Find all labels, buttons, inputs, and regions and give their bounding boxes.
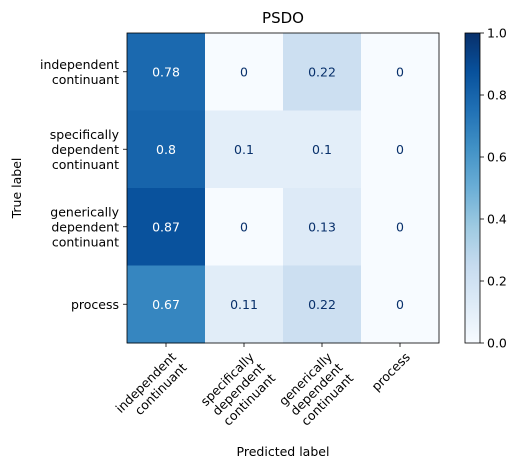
y-tick-label: specifically dependent continuant [50, 127, 120, 172]
heatmap-cell [283, 33, 362, 111]
heatmap-cells [127, 33, 440, 344]
heatmap-cell [283, 265, 362, 344]
cell-value-label: 0 [240, 219, 248, 234]
y-tick-label-line: continuant [52, 234, 119, 249]
cell-value-label: 0.67 [152, 297, 180, 312]
cell-value-label: 0.1 [234, 142, 254, 157]
y-tick-label-line: dependent [51, 142, 119, 157]
heatmap-cell [361, 110, 440, 189]
heatmap-cell [127, 265, 206, 344]
cell-value-label: 0.8 [156, 142, 176, 157]
heatmap-cell [361, 265, 440, 344]
heatmap-cell [205, 33, 284, 111]
colorbar-ticks: 0.0 0.2 0.4 0.6 0.8 1.0 [480, 26, 507, 351]
heatmap-cell [283, 188, 362, 266]
cell-value-label: 0 [240, 64, 248, 79]
heatmap-cell-labels: 0.78 0 0.22 0 0.8 0.1 0.1 0 0.87 0 0.13 0 0.67 0.11 0.… [152, 64, 404, 312]
x-tick-label-line: process [368, 349, 413, 394]
cell-value-label: 0 [396, 64, 404, 79]
heatmap-cell [205, 110, 284, 189]
x-axis-title: Predicted label [237, 444, 330, 459]
y-tick-label-line: process [71, 297, 119, 312]
cell-value-label: 0.87 [152, 219, 180, 234]
y-tick-label-line: dependent [51, 219, 119, 234]
x-tick-label: independentcontinuant [112, 349, 189, 426]
heatmap-cell [205, 265, 284, 344]
cell-value-label: 0 [396, 297, 404, 312]
colorbar-tick-label: 1.0 [487, 26, 507, 41]
x-axis-ticks: independentcontinuant specificallydepende… [112, 343, 413, 430]
cell-value-label: 0 [396, 219, 404, 234]
cell-value-label: 0.22 [308, 297, 336, 312]
colorbar-tick-label: 0.0 [487, 336, 507, 351]
y-tick-label-line: generically [50, 204, 119, 219]
y-axis-title: True label [9, 158, 24, 220]
heatmap-cell [127, 33, 206, 111]
heatmap-cell [361, 188, 440, 266]
plot-frame [126, 32, 440, 344]
cell-value-label: 0.22 [308, 64, 336, 79]
y-tick-label-line: specifically [50, 127, 120, 142]
colorbar-tick-label: 0.8 [487, 88, 507, 103]
cell-value-label: 0 [396, 142, 404, 157]
x-tick-label: specificallydependentcontinuant [197, 349, 278, 430]
heatmap-cell [205, 188, 284, 266]
y-tick-label: process [71, 297, 119, 312]
y-tick-label-line: continuant [52, 157, 119, 172]
heatmap-cell [127, 110, 206, 189]
heatmap-cell [361, 33, 440, 111]
heatmap-cell [127, 188, 206, 266]
x-tick-label: process [368, 349, 413, 394]
y-tick-label: independent continuant [40, 57, 119, 87]
y-tick-label: generically dependent continuant [50, 204, 119, 249]
chart-title: PSDO [262, 9, 304, 27]
heatmap-cell [283, 110, 362, 189]
colorbar [464, 32, 481, 344]
cell-value-label: 0.78 [152, 64, 180, 79]
cell-value-label: 0.1 [312, 142, 332, 157]
cell-value-label: 0.11 [230, 297, 258, 312]
y-tick-label-line: independent [40, 57, 119, 72]
colorbar-tick-label: 0.6 [487, 150, 507, 165]
y-tick-label-line: continuant [52, 72, 119, 87]
x-tick-label: genericallydependentcontinuant [276, 349, 357, 430]
colorbar-tick-label: 0.4 [487, 212, 507, 227]
cell-value-label: 0.13 [308, 219, 336, 234]
colorbar-tick-label: 0.2 [487, 274, 507, 289]
